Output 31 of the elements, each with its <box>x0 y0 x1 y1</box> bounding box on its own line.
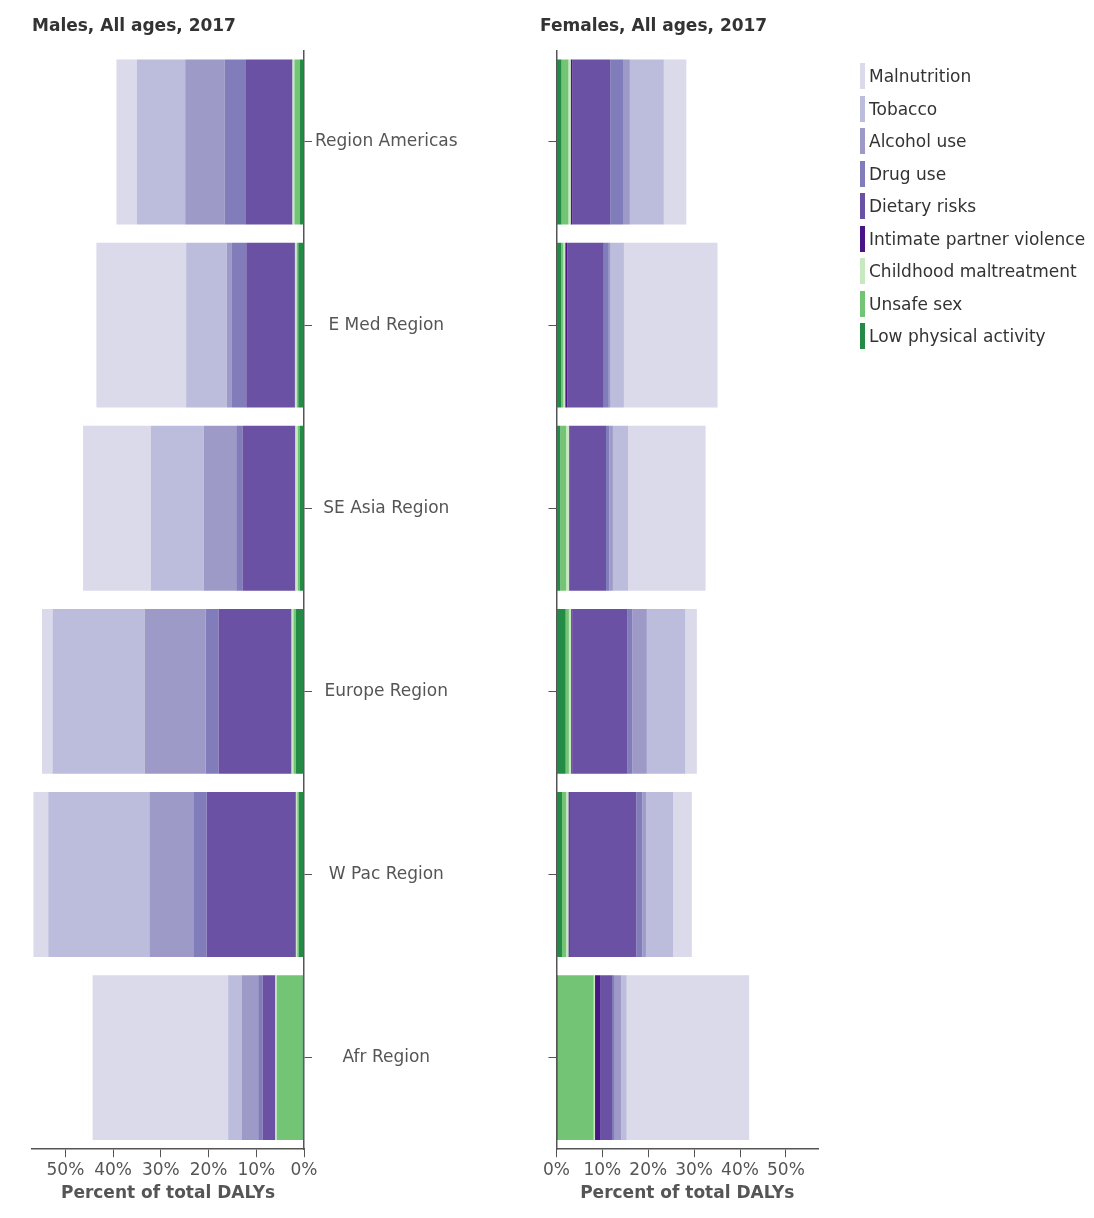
x-tick-label: 0% <box>542 1158 570 1179</box>
x-tick-label: 0% <box>290 1158 318 1179</box>
chart-title: Males, All ages, 2017 <box>32 14 236 35</box>
x-tick-label: 50% <box>766 1158 805 1179</box>
x-tick-label: 20% <box>629 1158 668 1179</box>
y-tick-label: Region Americas <box>314 130 458 151</box>
legend-label: Unsafe sex <box>869 293 963 314</box>
y-tick-label: W Pac Region <box>328 862 444 883</box>
legend-label: Drug use <box>869 163 947 184</box>
x-tick-label: 50% <box>46 1158 85 1179</box>
legend-label: Childhood maltreatment <box>869 261 1077 282</box>
x-tick-label: 10% <box>583 1158 622 1179</box>
x-tick-label: 20% <box>189 1158 228 1179</box>
x-axis-title: Percent of total DALYs <box>580 1182 795 1203</box>
x-tick-label: 40% <box>721 1158 759 1179</box>
legend-label: Alcohol use <box>869 131 967 152</box>
chart-title: Females, All ages, 2017 <box>540 14 768 35</box>
y-tick-label: E Med Region <box>328 313 445 334</box>
x-tick-label: 30% <box>675 1158 714 1179</box>
legend-label: Low physical activity <box>869 326 1046 347</box>
legend-label: Dietary risks <box>869 196 977 217</box>
y-tick-label: SE Asia Region <box>323 496 450 517</box>
y-tick-label: Europe Region <box>324 679 448 700</box>
x-tick-label: 10% <box>237 1158 276 1179</box>
x-axis-title: Percent of total DALYs <box>60 1182 276 1203</box>
legend-label: Tobacco <box>869 98 938 119</box>
y-tick-label: Afr Region <box>342 1046 431 1067</box>
legend-label: Malnutrition <box>869 66 972 87</box>
legend-label: Intimate partner violence <box>869 228 1086 249</box>
x-tick-label: 40% <box>94 1158 133 1179</box>
x-tick-label: 30% <box>141 1158 180 1179</box>
